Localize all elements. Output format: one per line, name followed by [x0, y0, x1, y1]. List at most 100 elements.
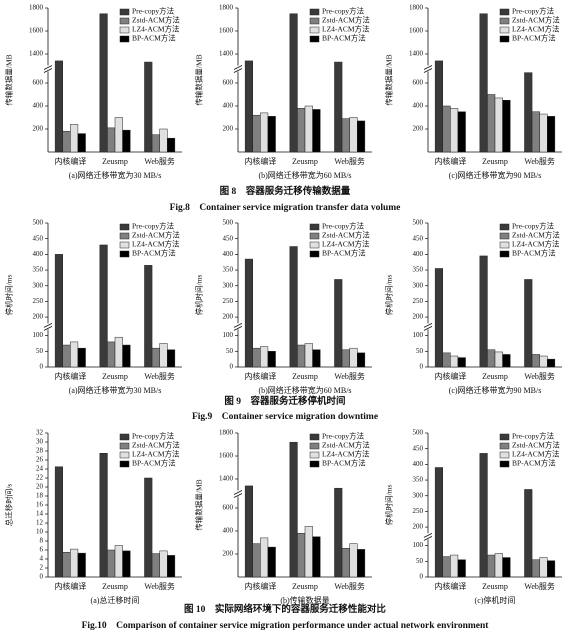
legend-label: BP-ACM方法	[322, 33, 366, 43]
y-tick-label: 0	[420, 573, 424, 581]
axis-break-mark	[233, 68, 243, 73]
bar	[357, 549, 366, 578]
legend-swatch	[119, 451, 130, 459]
bar	[312, 536, 321, 578]
x-tick-label: Zeusmp	[482, 372, 508, 381]
x-tick-label: Web服务	[334, 371, 364, 381]
legend-swatch	[499, 8, 510, 16]
x-axis-label: (c)网络迁移带宽为90 MB/s	[449, 170, 542, 180]
bar	[434, 268, 443, 368]
bar	[252, 543, 261, 578]
y-tick-label: 100	[413, 541, 424, 549]
axis-break	[234, 323, 242, 330]
axis-break-mark	[423, 533, 433, 538]
axis-break	[234, 65, 242, 72]
y-tick-label: 400	[413, 102, 424, 110]
y-tick-label: 0	[40, 573, 44, 581]
y-tick-label: 10	[36, 528, 44, 536]
axis-break-mark	[423, 68, 433, 73]
bar	[122, 129, 131, 153]
legend-label: Zstd-ACM方法	[132, 15, 180, 25]
x-tick-label: Web服务	[334, 581, 364, 591]
caption-en: Fig.8 Container service migration transf…	[170, 203, 401, 213]
y-axis-label: 传输数据量/MB	[194, 54, 204, 105]
x-axis-label: (c)网络迁移带宽为90 MB/s	[449, 385, 542, 395]
axis-break-mark	[233, 65, 243, 70]
axis-break-mark	[43, 323, 53, 328]
bar	[457, 357, 466, 368]
axis-break-mark	[423, 323, 433, 328]
legend-label: Pre-copy方法	[132, 431, 175, 441]
x-tick-label: Zeusmp	[292, 372, 318, 381]
axis-break-mark	[233, 326, 243, 331]
x-tick-label: 内核编译	[244, 371, 276, 381]
bar	[70, 548, 79, 578]
y-tick-label: 600	[33, 79, 44, 87]
y-tick-label: 300	[413, 491, 424, 499]
caption-cn: 图 8 容器服务迁移传输数据量	[220, 185, 351, 197]
axis-break-mark	[233, 493, 243, 498]
bar	[357, 352, 366, 368]
x-tick-label: Web服务	[524, 156, 554, 166]
legend-swatch	[309, 17, 320, 25]
bar	[159, 343, 168, 368]
y-axis-label: 停机时间/ms	[4, 275, 14, 316]
bar	[539, 113, 548, 153]
legend-swatch	[309, 433, 320, 441]
legend-label: Zstd-ACM方法	[512, 440, 560, 450]
y-tick-label: 200	[33, 313, 44, 321]
x-tick-label: 内核编译	[54, 371, 86, 381]
bar	[297, 533, 306, 578]
y-tick-label: 1400	[409, 50, 424, 58]
x-tick-label: 内核编译	[434, 581, 466, 591]
y-tick-label: 350	[413, 476, 424, 484]
legend-swatch	[499, 26, 510, 34]
bar	[434, 60, 443, 153]
caption-en: Fig.10 Comparison of container service m…	[82, 621, 490, 631]
y-tick-label: 1600	[29, 27, 44, 35]
y-tick-label: 300	[223, 281, 234, 289]
bar	[289, 441, 298, 578]
bar	[487, 349, 496, 368]
bar	[494, 553, 503, 578]
bar	[70, 124, 79, 153]
x-axis-label: (c)停机时间	[475, 595, 516, 605]
y-tick-label: 28	[36, 447, 44, 455]
y-tick-label: 400	[413, 460, 424, 468]
bar	[122, 344, 131, 368]
legend-swatch	[119, 223, 130, 231]
y-tick-label: 50	[416, 347, 424, 355]
bar	[151, 134, 160, 153]
bar	[547, 358, 556, 368]
bar	[349, 543, 358, 578]
bar	[434, 467, 443, 578]
bar	[62, 552, 71, 578]
bar	[114, 545, 123, 578]
bar	[479, 453, 488, 578]
y-tick-label: 0	[420, 363, 424, 371]
y-tick-label: 400	[223, 250, 234, 258]
x-tick-label: Web服务	[144, 156, 174, 166]
bar	[502, 557, 511, 578]
legend-swatch	[499, 433, 510, 441]
x-tick-label: 内核编译	[434, 156, 466, 166]
x-tick-label: Web服务	[144, 371, 174, 381]
bar	[487, 94, 496, 153]
y-tick-label: 250	[413, 297, 424, 305]
legend-label: Zstd-ACM方法	[512, 15, 560, 25]
y-tick-label: 50	[36, 347, 44, 355]
y-tick-label: 1800	[219, 429, 234, 437]
legend-swatch	[309, 8, 320, 16]
y-tick-label: 450	[413, 234, 424, 242]
y-tick-label: 0	[230, 363, 234, 371]
axis-break-mark	[423, 65, 433, 70]
bar	[62, 131, 71, 153]
bar	[494, 97, 503, 153]
y-tick-label: 600	[223, 79, 234, 87]
y-tick-label: 400	[223, 527, 234, 535]
legend-label: BP-ACM方法	[132, 33, 176, 43]
bar	[450, 355, 459, 368]
y-axis-label: 停机时间/ms	[384, 485, 394, 526]
bar	[539, 557, 548, 578]
